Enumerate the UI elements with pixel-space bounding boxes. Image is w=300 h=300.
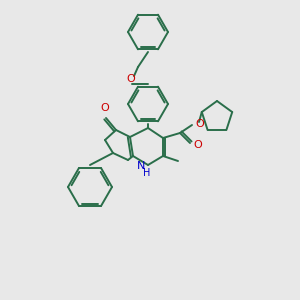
Text: N: N	[137, 161, 145, 171]
Text: O: O	[195, 119, 204, 129]
Text: O: O	[100, 103, 109, 113]
Text: O: O	[127, 74, 135, 84]
Text: H: H	[143, 168, 151, 178]
Text: O: O	[193, 140, 202, 150]
